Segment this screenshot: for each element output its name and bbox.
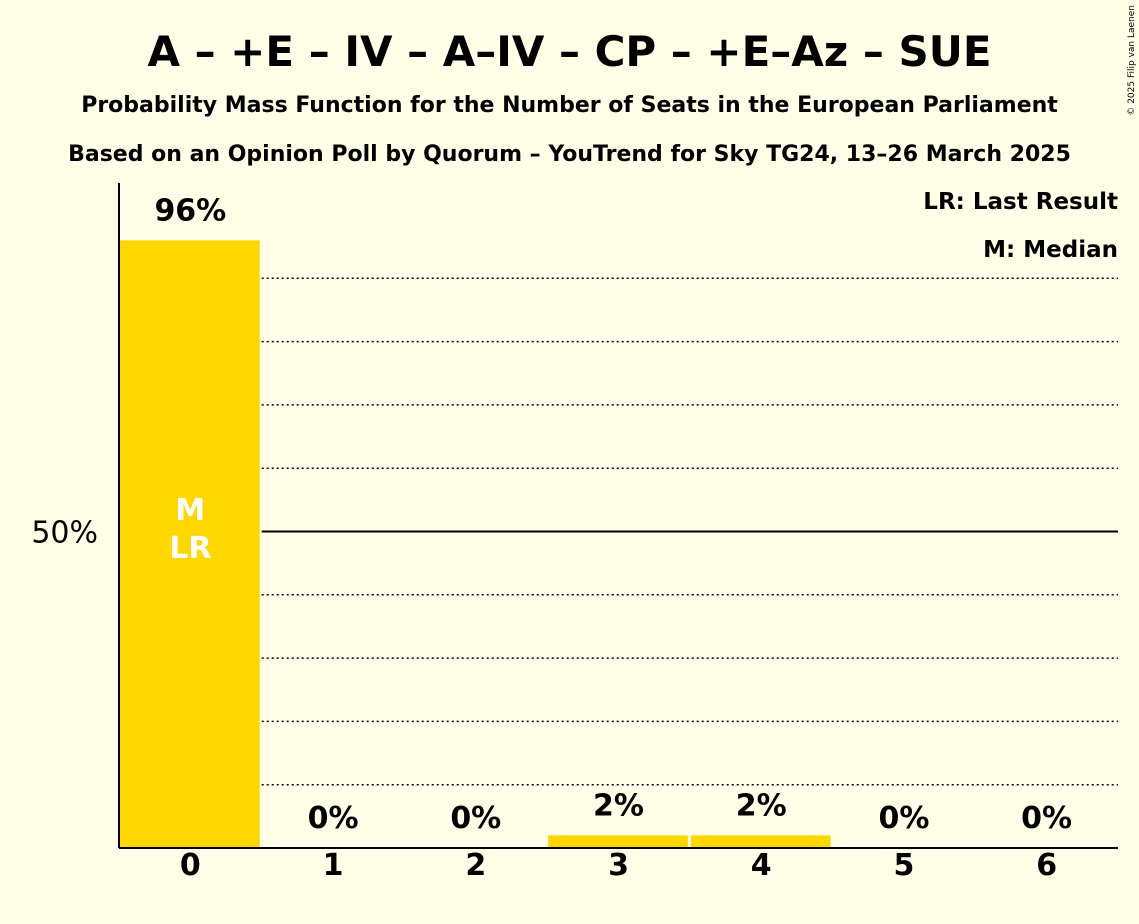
y-tick-label-50: 50% [31, 516, 98, 551]
chart-title: A – +E – IV – A–IV – CP – +E–Az – SUE [147, 27, 991, 76]
data-label-3: 2% [593, 788, 644, 823]
x-tick-4: 4 [751, 848, 772, 883]
bars [120, 240, 831, 848]
x-tick-2: 2 [465, 848, 486, 883]
data-label-5: 0% [878, 801, 929, 836]
data-labels: 96% MLR 0% 0% 2% 2% 0% 0% [154, 193, 1072, 836]
bar-4 [690, 835, 831, 848]
median-marker: M [175, 493, 205, 528]
x-tick-1: 1 [323, 848, 344, 883]
gridlines [261, 277, 1118, 786]
x-tick-0: 0 [180, 848, 201, 883]
data-label-1: 0% [308, 801, 359, 836]
data-label-4: 2% [736, 788, 787, 823]
data-label-2: 0% [450, 801, 501, 836]
x-tick-5: 5 [893, 848, 914, 883]
bar-3 [548, 835, 688, 848]
bar-0 [120, 240, 260, 848]
legend-median: M: Median [983, 237, 1118, 263]
legend-last-result: LR: Last Result [923, 189, 1118, 215]
last-result-marker: LR [169, 531, 211, 566]
chart-subtitle: Probability Mass Function for the Number… [81, 93, 1058, 118]
x-tick-labels: 0 1 2 3 4 5 6 [180, 848, 1057, 883]
x-tick-6: 6 [1036, 848, 1057, 883]
chart-source: Based on an Opinion Poll by Quorum – You… [68, 142, 1071, 167]
copyright-text: © 2025 Filip van Laenen [1127, 5, 1137, 116]
data-label-6: 0% [1021, 801, 1072, 836]
x-tick-3: 3 [608, 848, 629, 883]
data-label-0: 96% [154, 193, 226, 228]
